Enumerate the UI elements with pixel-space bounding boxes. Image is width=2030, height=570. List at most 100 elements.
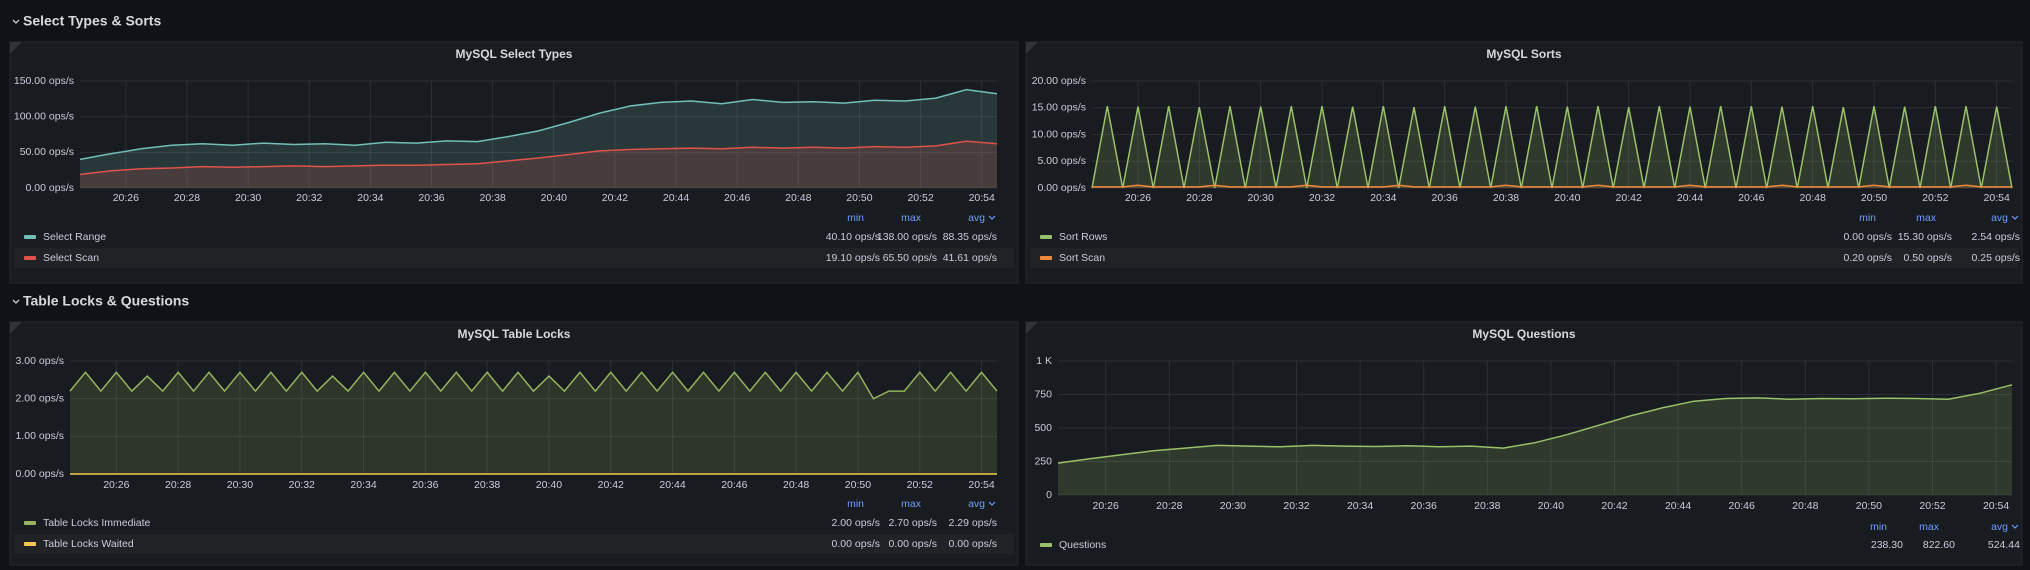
legend-value: 88.35 ops/s xyxy=(943,231,997,243)
x-tick-label: 20:40 xyxy=(536,479,562,491)
section-title[interactable]: Select Types & Sorts xyxy=(23,13,161,29)
x-tick-label: 20:26 xyxy=(113,192,139,204)
info-icon xyxy=(1026,322,1038,334)
x-tick-label: 20:28 xyxy=(1156,500,1182,512)
y-tick-label: 3.00 ops/s xyxy=(16,355,64,367)
legend-value: 0.00 ops/s xyxy=(889,538,937,550)
y-tick-label: 50.00 ops/s xyxy=(20,146,74,158)
section-title[interactable]: Table Locks & Questions xyxy=(23,293,189,309)
x-tick-label: 20:42 xyxy=(1601,500,1627,512)
legend-name[interactable]: Table Locks Immediate xyxy=(43,517,151,529)
collapse-chevron[interactable] xyxy=(12,19,20,24)
x-tick-label: 20:48 xyxy=(785,192,811,204)
legend-column-header: max xyxy=(901,498,922,510)
y-tick-label: 10.00 ops/s xyxy=(1032,128,1086,140)
series-area xyxy=(80,89,997,188)
x-tick-label: 20:40 xyxy=(1554,192,1580,204)
x-tick-label: 20:36 xyxy=(1411,500,1437,512)
y-tick-label: 100.00 ops/s xyxy=(14,110,74,122)
x-tick-label: 20:40 xyxy=(541,192,567,204)
legend-swatch xyxy=(1040,543,1052,547)
panel xyxy=(1025,41,2023,284)
legend-name[interactable]: Table Locks Waited xyxy=(43,538,134,550)
legend-swatch xyxy=(24,235,36,239)
x-tick-label: 20:44 xyxy=(663,192,689,204)
x-tick-label: 20:50 xyxy=(1861,192,1887,204)
legend-name[interactable]: Questions xyxy=(1059,539,1106,551)
info-icon xyxy=(1026,42,1038,54)
x-tick-label: 20:30 xyxy=(1248,192,1274,204)
sort-chevron xyxy=(988,215,996,220)
x-tick-label: 20:46 xyxy=(1738,192,1764,204)
legend-name[interactable]: Select Range xyxy=(43,231,106,243)
x-tick-label: 20:52 xyxy=(1919,500,1945,512)
legend-value: 524.44 xyxy=(1988,539,2020,551)
x-tick-label: 20:52 xyxy=(1922,192,1948,204)
panel-title: MySQL Select Types xyxy=(456,47,573,61)
info-icon xyxy=(10,42,22,54)
legend-column-header: avg xyxy=(1991,212,2008,224)
x-tick-label: 20:52 xyxy=(907,192,933,204)
x-tick-label: 20:34 xyxy=(1370,192,1396,204)
collapse-chevron[interactable] xyxy=(12,299,20,304)
x-tick-label: 20:40 xyxy=(1538,500,1564,512)
legend-column-header: avg xyxy=(1991,521,2008,533)
y-tick-label: 0 xyxy=(1046,489,1052,501)
legend-value: 2.00 ops/s xyxy=(832,517,880,529)
x-tick-label: 20:26 xyxy=(1093,500,1119,512)
y-tick-label: 500 xyxy=(1034,422,1052,434)
y-tick-label: 0.00 ops/s xyxy=(1038,182,1086,194)
x-tick-label: 20:44 xyxy=(659,479,685,491)
x-tick-label: 20:42 xyxy=(602,192,628,204)
legend-name[interactable]: Sort Scan xyxy=(1059,252,1105,264)
legend-value: 2.54 ops/s xyxy=(1972,231,2020,243)
x-tick-label: 20:46 xyxy=(724,192,750,204)
x-tick-label: 20:54 xyxy=(969,192,995,204)
x-tick-label: 20:26 xyxy=(103,479,129,491)
legend-column-header: max xyxy=(1916,212,1937,224)
legend-swatch xyxy=(24,542,36,546)
legend-value: 2.70 ops/s xyxy=(889,517,937,529)
legend-value: 0.20 ops/s xyxy=(1844,252,1892,264)
x-tick-label: 20:30 xyxy=(1220,500,1246,512)
legend-name[interactable]: Sort Rows xyxy=(1059,231,1107,243)
legend-value: 15.30 ops/s xyxy=(1898,231,1952,243)
y-tick-label: 750 xyxy=(1034,388,1052,400)
legend-column-header: max xyxy=(901,212,922,224)
series-line xyxy=(1092,184,2012,188)
x-tick-label: 20:34 xyxy=(1347,500,1373,512)
x-tick-label: 20:38 xyxy=(1474,500,1500,512)
legend-value: 822.60 xyxy=(1923,539,1955,551)
y-tick-label: 0.00 ops/s xyxy=(26,182,74,194)
legend-row-bg xyxy=(14,248,1014,268)
x-tick-label: 20:30 xyxy=(235,192,261,204)
series-line xyxy=(1057,384,2013,464)
x-tick-label: 20:30 xyxy=(227,479,253,491)
y-tick-label: 0.00 ops/s xyxy=(16,468,64,480)
series-area xyxy=(1058,384,2012,495)
series-area xyxy=(80,141,997,188)
legend-name[interactable]: Select Scan xyxy=(43,252,99,264)
sort-chevron xyxy=(988,501,996,506)
y-tick-label: 250 xyxy=(1034,455,1052,467)
series-line xyxy=(79,140,998,176)
legend-column-header: avg xyxy=(968,212,985,224)
x-tick-label: 20:46 xyxy=(1729,500,1755,512)
y-tick-label: 5.00 ops/s xyxy=(1038,155,1086,167)
series-area xyxy=(70,372,997,474)
x-tick-label: 20:48 xyxy=(1800,192,1826,204)
x-tick-label: 20:32 xyxy=(1309,192,1335,204)
x-tick-label: 20:26 xyxy=(1125,192,1151,204)
legend-row-bg xyxy=(14,534,1014,554)
y-tick-label: 2.00 ops/s xyxy=(16,392,64,404)
x-tick-label: 20:32 xyxy=(1283,500,1309,512)
x-tick-label: 20:44 xyxy=(1665,500,1691,512)
x-tick-label: 20:48 xyxy=(1792,500,1818,512)
legend-column-header: min xyxy=(1870,521,1887,533)
x-tick-label: 20:34 xyxy=(357,192,383,204)
x-tick-label: 20:54 xyxy=(968,479,994,491)
legend-value: 41.61 ops/s xyxy=(943,252,997,264)
y-tick-label: 150.00 ops/s xyxy=(14,75,74,87)
legend-value: 238.30 xyxy=(1871,539,1903,551)
